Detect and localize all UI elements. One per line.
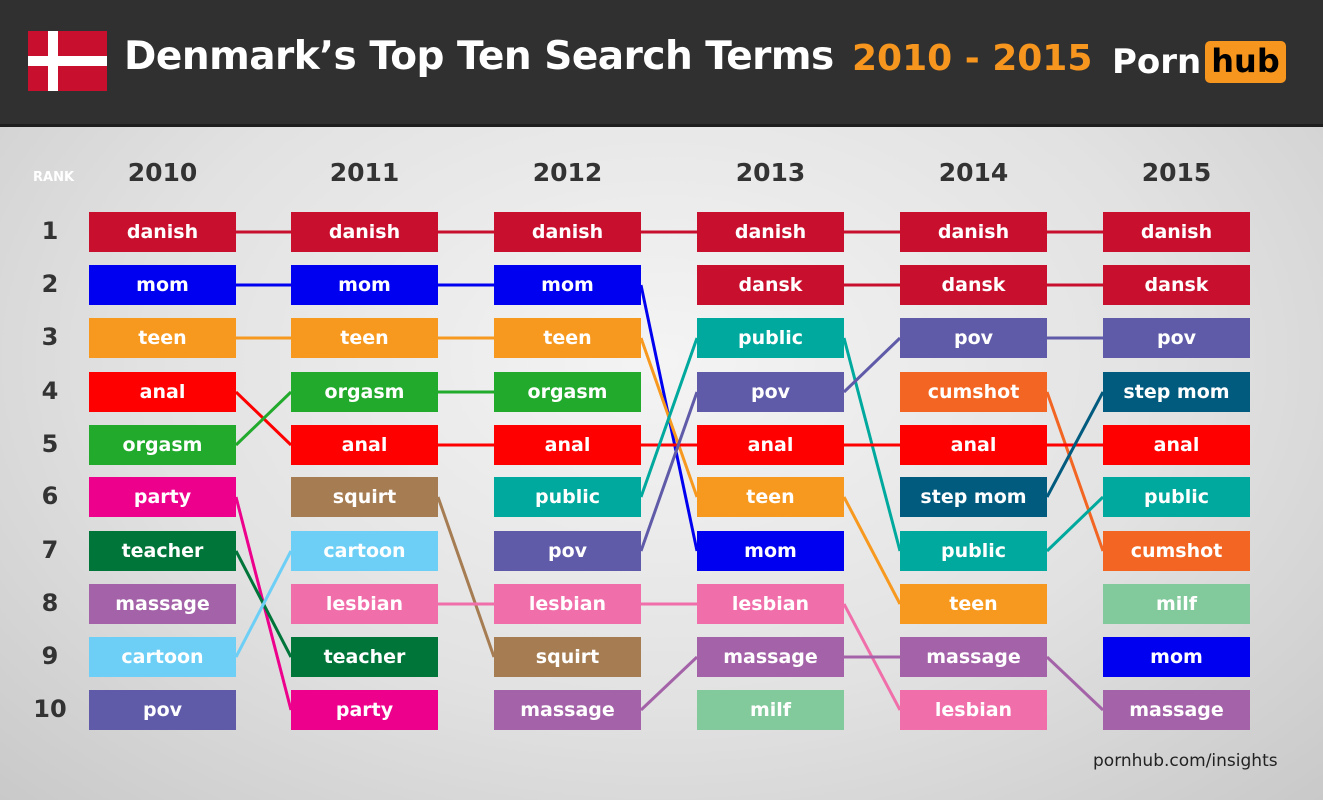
term-box: pov <box>494 531 641 571</box>
year-header: 2011 <box>329 158 400 187</box>
year-range: 2010 - 2015 <box>852 38 1093 79</box>
term-box: massage <box>900 637 1047 677</box>
rank-number: 8 <box>41 589 59 617</box>
term-box: dansk <box>900 265 1047 305</box>
term-box: orgasm <box>494 372 641 412</box>
term-box: mom <box>697 531 844 571</box>
logo-text-right: hub <box>1205 41 1286 83</box>
term-box: teen <box>900 584 1047 624</box>
term-box: squirt <box>494 637 641 677</box>
term-box: danish <box>697 212 844 252</box>
rank-label: RANK <box>33 170 75 185</box>
term-box: danish <box>291 212 438 252</box>
term-box: lesbian <box>900 690 1047 730</box>
term-box: mom <box>1103 637 1250 677</box>
term-box: anal <box>89 372 236 412</box>
term-box: anal <box>291 425 438 465</box>
rank-number: 4 <box>41 377 59 405</box>
term-box: public <box>494 477 641 517</box>
year-header: 2012 <box>532 158 603 187</box>
term-box: lesbian <box>291 584 438 624</box>
year-header: 2013 <box>735 158 806 187</box>
term-box: anal <box>494 425 641 465</box>
rank-number: 6 <box>41 482 59 510</box>
term-box: teen <box>494 318 641 358</box>
source-footer: pornhub.com/insights <box>1093 751 1278 771</box>
term-box: milf <box>1103 584 1250 624</box>
term-box: danish <box>900 212 1047 252</box>
term-box: danish <box>494 212 641 252</box>
logo-text-left: Porn <box>1112 42 1202 82</box>
term-box: massage <box>697 637 844 677</box>
term-box: anal <box>900 425 1047 465</box>
header-bar: Denmark’s Top Ten Search Terms 2010 - 20… <box>0 0 1323 127</box>
term-box: massage <box>89 584 236 624</box>
term-box: step mom <box>1103 372 1250 412</box>
term-box: cartoon <box>89 637 236 677</box>
term-box: massage <box>494 690 641 730</box>
term-box: teacher <box>89 531 236 571</box>
rank-number: 9 <box>41 642 59 670</box>
term-box: pov <box>89 690 236 730</box>
term-box: orgasm <box>89 425 236 465</box>
term-box: teen <box>697 477 844 517</box>
term-box: party <box>291 690 438 730</box>
term-box: public <box>697 318 844 358</box>
rank-number: 10 <box>33 695 67 723</box>
year-header: 2010 <box>127 158 198 187</box>
term-box: public <box>1103 477 1250 517</box>
term-box: orgasm <box>291 372 438 412</box>
term-box: lesbian <box>494 584 641 624</box>
year-header: 2015 <box>1141 158 1212 187</box>
chart-title: Denmark’s Top Ten Search Terms <box>124 34 834 79</box>
year-header: 2014 <box>938 158 1009 187</box>
term-box: mom <box>89 265 236 305</box>
denmark-flag-icon <box>28 31 107 91</box>
term-box: pov <box>1103 318 1250 358</box>
term-box: danish <box>89 212 236 252</box>
term-box: pov <box>900 318 1047 358</box>
rank-number: 1 <box>41 217 59 245</box>
term-box: step mom <box>900 477 1047 517</box>
term-box: dansk <box>697 265 844 305</box>
term-box: anal <box>1103 425 1250 465</box>
term-box: mom <box>291 265 438 305</box>
term-box: lesbian <box>697 584 844 624</box>
term-box: cartoon <box>291 531 438 571</box>
term-box: squirt <box>291 477 438 517</box>
term-box: cumshot <box>1103 531 1250 571</box>
term-box: danish <box>1103 212 1250 252</box>
term-box: pov <box>697 372 844 412</box>
rank-number: 3 <box>41 323 59 351</box>
term-box: party <box>89 477 236 517</box>
term-box: mom <box>494 265 641 305</box>
term-box: massage <box>1103 690 1250 730</box>
rank-number: 2 <box>41 270 59 298</box>
term-box: cumshot <box>900 372 1047 412</box>
pornhub-logo: Porn hub <box>1112 36 1286 88</box>
term-box: public <box>900 531 1047 571</box>
term-box: teen <box>89 318 236 358</box>
rank-number: 5 <box>41 430 59 458</box>
term-box: teen <box>291 318 438 358</box>
term-box: anal <box>697 425 844 465</box>
term-box: dansk <box>1103 265 1250 305</box>
term-box: milf <box>697 690 844 730</box>
term-box: teacher <box>291 637 438 677</box>
rank-number: 7 <box>41 536 59 564</box>
